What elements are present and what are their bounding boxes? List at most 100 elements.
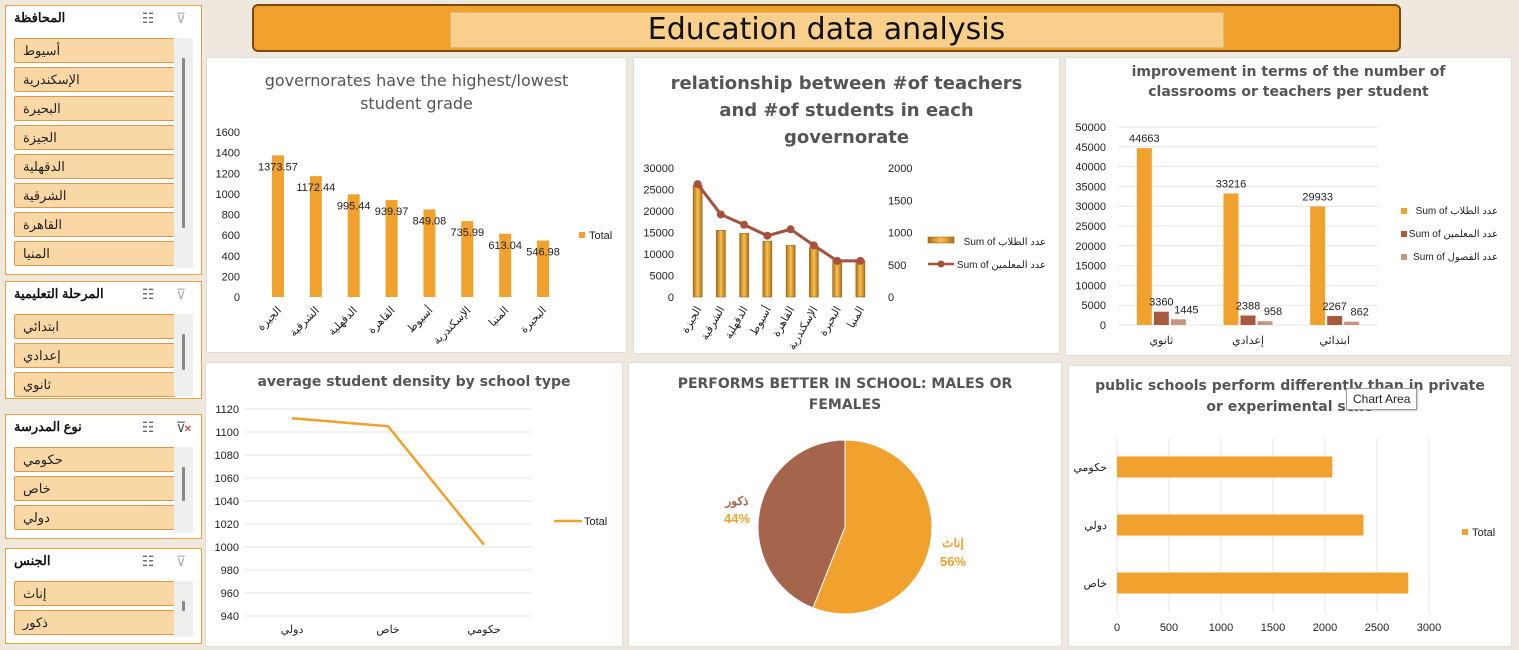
data-label: 849.08 bbox=[413, 215, 447, 227]
pie-pct-female: 56% bbox=[940, 554, 966, 569]
slicer-item[interactable]: القاهرة bbox=[14, 212, 176, 237]
x-tick: 1000 bbox=[1209, 622, 1233, 634]
slicer-school-type[interactable]: نوع المدرسة ☷ ⊽ ✕ حكومي خاص دولي bbox=[5, 414, 202, 539]
clear-filter-icon[interactable]: ⊽ bbox=[175, 553, 187, 569]
data-label: 3360 bbox=[1149, 297, 1173, 309]
y-tick: 980 bbox=[221, 565, 239, 577]
bar[interactable] bbox=[271, 155, 284, 297]
slicer-item[interactable]: خاص bbox=[14, 476, 176, 501]
scrollbar-thumb[interactable] bbox=[182, 601, 185, 611]
clear-filter-icon[interactable]: ⊽ bbox=[175, 286, 187, 302]
chart-gender[interactable]: PERFORMS BETTER IN SCHOOL: MALES OR FEMA… bbox=[628, 362, 1062, 647]
clear-filter-icon[interactable]: ⊽ bbox=[175, 10, 187, 26]
slicer-item[interactable]: المنيا bbox=[14, 241, 176, 266]
bar[interactable] bbox=[1136, 148, 1152, 325]
slicer-title: نوع المدرسة bbox=[14, 419, 82, 434]
bar[interactable] bbox=[1117, 572, 1409, 594]
bar[interactable] bbox=[347, 194, 360, 297]
slicer-scrollbar[interactable] bbox=[174, 38, 193, 268]
bar[interactable] bbox=[1327, 316, 1343, 325]
bar[interactable] bbox=[1117, 456, 1333, 478]
y-tick: 50000 bbox=[1075, 122, 1106, 134]
bar[interactable] bbox=[692, 184, 703, 298]
pie-slice[interactable] bbox=[757, 439, 846, 609]
multi-select-icon[interactable]: ☷ bbox=[141, 553, 155, 569]
y-tick-left: 5000 bbox=[650, 271, 674, 283]
slicer-item[interactable]: أسيوط bbox=[14, 38, 176, 63]
chart-title: PERFORMS BETTER IN SCHOOL: MALES OR bbox=[677, 376, 1013, 392]
bar[interactable] bbox=[762, 240, 773, 298]
slicer-scrollbar[interactable] bbox=[174, 447, 193, 533]
line-marker[interactable] bbox=[833, 256, 842, 265]
slicer-item[interactable]: ابتدائي bbox=[14, 314, 176, 339]
multi-select-icon[interactable]: ☷ bbox=[141, 286, 155, 302]
bar[interactable] bbox=[309, 176, 322, 297]
bar[interactable] bbox=[461, 221, 474, 297]
chart-grades[interactable]: governorates have the highest/lowest stu… bbox=[206, 57, 627, 353]
slicer-item[interactable]: دولي bbox=[14, 505, 176, 530]
y-tick: دولي bbox=[1084, 520, 1107, 532]
bar[interactable] bbox=[1153, 311, 1169, 325]
x-tick: ابتدائي bbox=[1319, 335, 1350, 347]
slicer-item[interactable]: ذكور bbox=[14, 610, 176, 635]
slicer-item[interactable]: حكومي bbox=[14, 447, 176, 472]
line-series[interactable] bbox=[696, 183, 861, 263]
bar[interactable] bbox=[423, 209, 436, 297]
slicer-scrollbar[interactable] bbox=[174, 314, 193, 396]
slicer-item[interactable]: الإسكندرية bbox=[14, 67, 176, 92]
slicer-governorate[interactable]: المحافظة ☷ ⊽ أسيوط الإسكندرية البحيرة ال… bbox=[5, 5, 202, 275]
slicer-stage[interactable]: المرحلة التعليمية ☷ ⊽ ابتدائي إعدادي ثان… bbox=[5, 281, 202, 399]
chart-school-type[interactable]: public schools perform differently than … bbox=[1068, 365, 1512, 647]
line-marker[interactable] bbox=[716, 210, 725, 219]
bar[interactable] bbox=[385, 200, 398, 297]
legend-label: Total bbox=[1472, 527, 1495, 539]
line-series[interactable] bbox=[291, 416, 485, 546]
chart-teachers-students[interactable]: relationship between #of teachers and #o… bbox=[633, 57, 1060, 354]
clear-filter-active-icon[interactable]: ⊽ ✕ bbox=[175, 419, 192, 435]
chart-plot: 0 500 1000 1500 2000 2500 3000 حكومي دولي خاص Tot… bbox=[1073, 438, 1495, 634]
bar[interactable] bbox=[537, 240, 550, 297]
line-marker[interactable] bbox=[809, 241, 818, 250]
scrollbar-thumb[interactable] bbox=[182, 58, 185, 228]
multi-select-icon[interactable]: ☷ bbox=[141, 10, 155, 26]
bar[interactable] bbox=[1240, 315, 1256, 325]
bar[interactable] bbox=[499, 233, 512, 297]
bar[interactable] bbox=[832, 260, 842, 298]
bar[interactable] bbox=[1117, 514, 1364, 536]
line-marker[interactable] bbox=[740, 220, 749, 229]
bar[interactable] bbox=[1257, 321, 1273, 325]
legend-label: Total bbox=[589, 230, 612, 242]
line-marker[interactable] bbox=[693, 180, 702, 189]
slicer-item[interactable]: إناث bbox=[14, 581, 176, 606]
bar[interactable] bbox=[716, 230, 726, 298]
bar[interactable] bbox=[1344, 321, 1360, 325]
line-marker[interactable] bbox=[856, 256, 865, 265]
slicer-item[interactable]: الشرقية bbox=[14, 183, 176, 208]
pie-slice[interactable] bbox=[812, 439, 933, 615]
slicer-item[interactable]: الدقهلية bbox=[14, 154, 176, 179]
bar[interactable] bbox=[785, 245, 796, 298]
line-marker[interactable] bbox=[786, 225, 795, 234]
bar[interactable] bbox=[1310, 206, 1326, 325]
bar[interactable] bbox=[1170, 319, 1186, 325]
slicer-item[interactable]: إعدادي bbox=[14, 343, 176, 368]
scrollbar-thumb[interactable] bbox=[182, 467, 185, 501]
multi-select-icon[interactable]: ☷ bbox=[141, 419, 155, 435]
y-tick: 1100 bbox=[215, 427, 239, 439]
bar[interactable] bbox=[739, 233, 749, 298]
chart-density[interactable]: average student density by school type 9… bbox=[205, 362, 623, 647]
bar[interactable] bbox=[809, 247, 819, 298]
line-marker[interactable] bbox=[763, 231, 772, 240]
bar[interactable] bbox=[855, 260, 866, 298]
slicer-gender[interactable]: الجنس ☷ ⊽ إناث ذكور bbox=[5, 548, 202, 644]
bar[interactable] bbox=[1223, 193, 1239, 325]
slicer-item[interactable]: ثانوي bbox=[14, 372, 176, 397]
legend-swatch-3 bbox=[1401, 254, 1407, 260]
scrollbar-thumb[interactable] bbox=[182, 334, 185, 370]
slicer-item[interactable]: الجيزة bbox=[14, 125, 176, 150]
data-label: 995.44 bbox=[337, 200, 371, 212]
slicer-item[interactable]: البحيرة bbox=[14, 96, 176, 121]
y-tick: 0 bbox=[1100, 320, 1106, 332]
slicer-scrollbar[interactable] bbox=[174, 581, 193, 637]
chart-classrooms[interactable]: improvement in terms of the number of cl… bbox=[1065, 57, 1512, 356]
